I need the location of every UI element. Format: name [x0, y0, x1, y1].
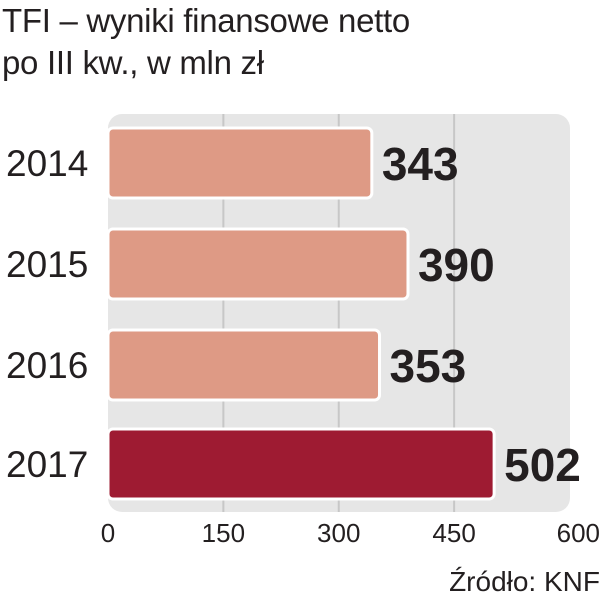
category-label: 2016	[6, 345, 88, 386]
chart-subtitle: po III kw., w mln zł	[2, 44, 264, 81]
x-axis-tick-labels: 0 150 300 450 600	[101, 518, 600, 548]
data-label: 502	[504, 439, 581, 491]
x-tick-label: 450	[432, 518, 475, 548]
chart-title: TFI – wyniki finansowe netto	[2, 2, 410, 39]
category-label: 2017	[6, 444, 88, 485]
bars	[106, 126, 496, 501]
data-label: 390	[418, 239, 495, 291]
bar	[106, 227, 410, 301]
category-labels: 2014 2015 2016 2017	[6, 143, 88, 485]
source-note: Źródło: KNF	[449, 566, 600, 597]
value-labels: 343 390 353 502	[382, 138, 581, 491]
x-tick-label: 600	[557, 518, 600, 548]
x-tick-label: 300	[317, 518, 360, 548]
chart-title-block: TFI – wyniki finansowe netto po III kw.,…	[2, 0, 602, 84]
data-label: 353	[390, 340, 467, 392]
category-label: 2014	[6, 143, 88, 184]
bar	[106, 328, 382, 402]
bar	[106, 427, 496, 501]
category-label: 2015	[6, 244, 88, 285]
bar	[106, 126, 374, 200]
x-tick-label: 0	[101, 518, 115, 548]
data-label: 343	[382, 138, 459, 190]
x-tick-label: 150	[202, 518, 245, 548]
